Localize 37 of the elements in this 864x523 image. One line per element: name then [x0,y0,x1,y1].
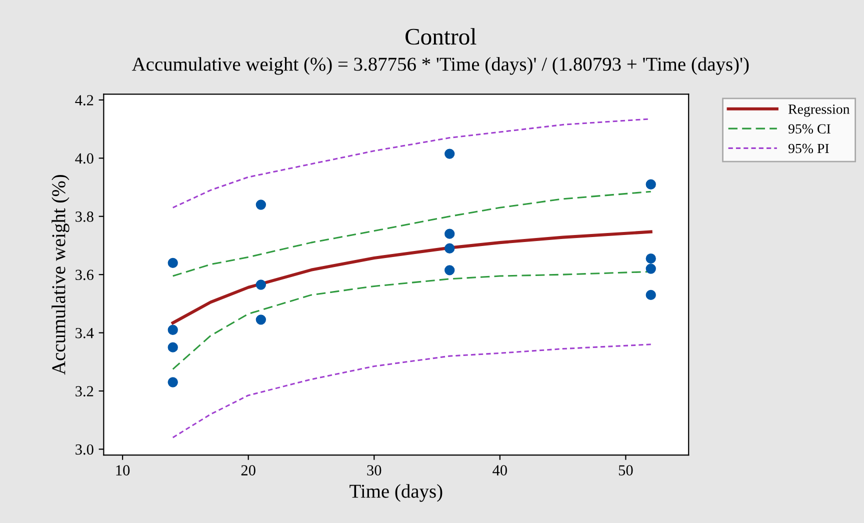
point [444,243,455,254]
line-series [172,344,652,438]
point [646,253,656,264]
point [444,148,455,159]
point [168,342,178,352]
y-tick-label: 3.6 [76,270,94,280]
line-series [172,190,652,277]
y-axis-title: Accumulative weight (%) [52,175,70,375]
x-axis-title: Time (days) [350,484,442,502]
point [168,377,178,388]
chart-subtitle: Accumulative weight (%) = 3.87756 * 'Time (days)' / (1.80793 + 'Time (days)') [132,57,749,75]
point [444,228,455,239]
point [168,258,178,268]
legend-label: 95% PI [788,144,829,154]
legend-label: Regression [788,104,850,117]
point [168,324,178,335]
point [256,200,266,210]
x-tick-label: 20 [241,465,256,476]
point [646,264,656,274]
point [646,290,656,300]
x-tick-label: 30 [367,465,382,476]
y-tick-label: 3.8 [76,212,94,222]
x-tick-label: 50 [618,465,633,476]
y-tick-label: 3.0 [76,444,94,455]
line-series [171,230,652,324]
y-tick-label: 4.2 [75,95,94,106]
point [256,280,266,290]
point [646,179,656,190]
y-tick-label: 3.4 [76,328,94,338]
point [256,314,266,325]
y-tick-label: 4.0 [75,153,94,164]
legend-label: 95% CI [788,124,830,134]
x-tick-label: 40 [492,465,507,476]
point [444,265,455,276]
x-tick-label: 10 [116,465,130,476]
y-tick-label: 3.2 [76,386,94,397]
chart-title: Control [406,28,476,45]
